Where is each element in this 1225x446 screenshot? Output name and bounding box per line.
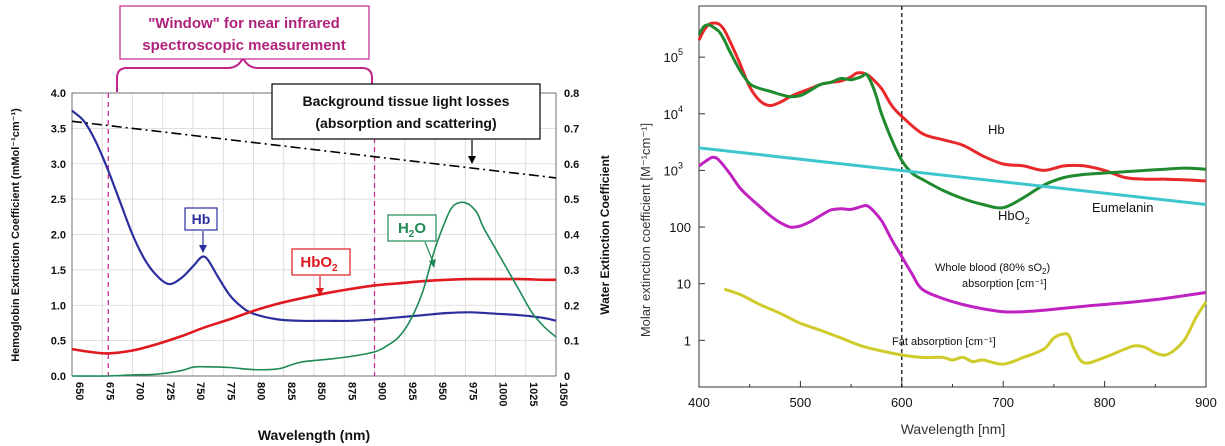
y-tick-label-right: 0.5	[564, 194, 579, 206]
x-tick-label: 850	[315, 382, 327, 400]
x-tick-label: 900	[376, 382, 388, 400]
hbo2-arrowhead	[316, 288, 324, 296]
hb-label: Hb	[192, 211, 211, 227]
eumelanin-line	[698, 146, 1207, 206]
y-tick-label-left: 1.0	[51, 300, 66, 312]
left-y-tick-labels: 0.0 0.5 1.0 1.5 2.0 2.5 3.0 3.5 4.0	[51, 88, 66, 383]
fat-line	[723, 287, 1208, 366]
x-tick-label: 1000	[497, 382, 509, 406]
right-x-axis-label: Wavelength [nm]	[901, 421, 1006, 437]
x-tick-label: 825	[285, 382, 297, 400]
x-tick-label: 800	[255, 382, 267, 400]
y-tick-label-right: 0.1	[564, 336, 579, 348]
hbo2-line	[697, 23, 1207, 210]
y-tick-label-left: 3.5	[51, 123, 66, 135]
left-x-axis-label: Wavelength (nm)	[258, 427, 370, 443]
y-tick-label-left: 0.0	[51, 371, 66, 383]
x-tick-label: 600	[891, 395, 913, 410]
hb-curve-label: Hb	[988, 122, 1005, 137]
y-tick-label-right: 0.7	[564, 123, 579, 135]
x-tick-label: 775	[224, 382, 236, 400]
y-tick-label: 1	[684, 333, 691, 348]
right-y-tick-labels: 0 0.1 0.2 0.3 0.4 0.5 0.6 0.7 0.8	[564, 88, 580, 383]
background-label-line2: (absorption and scattering)	[315, 115, 496, 131]
x-tick-label: 800	[1094, 395, 1116, 410]
x-tick-label: 700	[992, 395, 1014, 410]
y-tick-label-left: 3.0	[51, 159, 66, 171]
hbo2-label-box	[291, 248, 351, 276]
fat-curve-label: Fat absorption [cm⁻¹]	[892, 336, 996, 348]
x-tick-label: 700	[134, 382, 146, 400]
y-tick-label-left: 2.0	[51, 230, 66, 242]
y-tick-label-left: 4.0	[51, 88, 66, 100]
y-tick-label: 10	[677, 277, 691, 292]
window-label-line1: "Window" for near infrared	[148, 15, 340, 32]
y-tick-label-right: 0.8	[564, 88, 579, 100]
y-tick-label: 104	[664, 104, 683, 122]
left-series	[71, 109, 557, 377]
y-tick-label-right: 0.6	[564, 159, 579, 171]
right-x-tick-labels: 400 500 600 700 800 900	[688, 395, 1217, 410]
background-line	[71, 120, 557, 179]
y-tick-label-right: 0	[564, 371, 570, 383]
y-tick-label-left: 1.5	[51, 265, 66, 277]
y-tick-label: 100	[669, 220, 691, 235]
hbo2-label: HbO2	[300, 254, 338, 274]
whole-blood-label-line2: absorption [cm⁻¹]	[962, 278, 1047, 290]
x-tick-label: 1025	[527, 382, 539, 406]
whole_blood-line	[698, 155, 1207, 314]
y-tick-label: 105	[664, 47, 683, 65]
right-series	[697, 21, 1208, 366]
background-label-line1: Background tissue light losses	[303, 93, 510, 109]
hb-label-box	[184, 207, 218, 231]
y-tick-label-right: 0.4	[564, 230, 580, 242]
x-tick-label: 650	[73, 382, 85, 400]
y-tick-label-right: 0.2	[564, 300, 579, 312]
whole-blood-label-line1: Whole blood (80% sO2)	[935, 262, 1050, 276]
h2o-arrowhead	[429, 259, 436, 268]
y-tick-label-right: 0.3	[564, 265, 579, 277]
y-tick-label-left: 2.5	[51, 194, 66, 206]
x-tick-label: 975	[466, 382, 478, 400]
h2o-arrow	[424, 241, 434, 263]
right-y-axis-label: Molar extinction coefficient [M⁻¹cm⁻¹]	[638, 123, 653, 337]
y-tick-label-left: 0.5	[51, 336, 66, 348]
x-tick-label: 725	[164, 382, 176, 400]
x-tick-label: 675	[103, 382, 115, 400]
hbo2-line	[71, 277, 557, 355]
hbo2-curve-label: HbO2	[998, 208, 1030, 226]
x-tick-label: 750	[194, 382, 206, 400]
background-label-box	[271, 83, 541, 140]
left-x-tick-labels: 650 675 700 725 750 775 800 825 850 875 900 925 950 9…	[73, 382, 569, 406]
right-y-axis-label: Water Extinction Coefficient	[598, 155, 612, 315]
right-chart: 400 500 600 700 800 900 1 10 100 103 104 105 Hb Hb…	[638, 5, 1217, 437]
hb-arrowhead	[199, 245, 207, 253]
x-tick-label: 950	[436, 382, 448, 400]
x-tick-label: 400	[688, 395, 710, 410]
hb-line	[697, 21, 1207, 183]
hb-line	[71, 109, 557, 323]
y-tick-label: 103	[664, 160, 683, 178]
eumelanin-curve-label: Eumelanin	[1092, 200, 1153, 215]
x-tick-label: 1050	[557, 382, 569, 406]
x-tick-label: 500	[790, 395, 812, 410]
window-label-line2: spectroscopic measurement	[142, 37, 345, 54]
h2o-label: H2O	[398, 220, 426, 240]
right-ticks	[698, 56, 1207, 387]
x-tick-label: 900	[1195, 395, 1217, 410]
x-tick-label: 925	[406, 382, 418, 400]
left-y-axis-label: Hemoglobin Extinction Coefficient (mMol⁻…	[10, 108, 22, 362]
left-chart: 650 675 700 725 750 775 800 825 850 875 900 925 950 9…	[10, 5, 612, 443]
right-y-tick-labels: 1 10 100 103 104 105	[664, 47, 691, 348]
h2o-line	[71, 201, 557, 377]
nir-window-lines	[107, 93, 376, 376]
x-tick-label: 875	[345, 382, 357, 400]
h2o-label-box	[387, 214, 437, 242]
background-arrowhead	[468, 156, 476, 164]
window-label-box	[119, 5, 370, 60]
